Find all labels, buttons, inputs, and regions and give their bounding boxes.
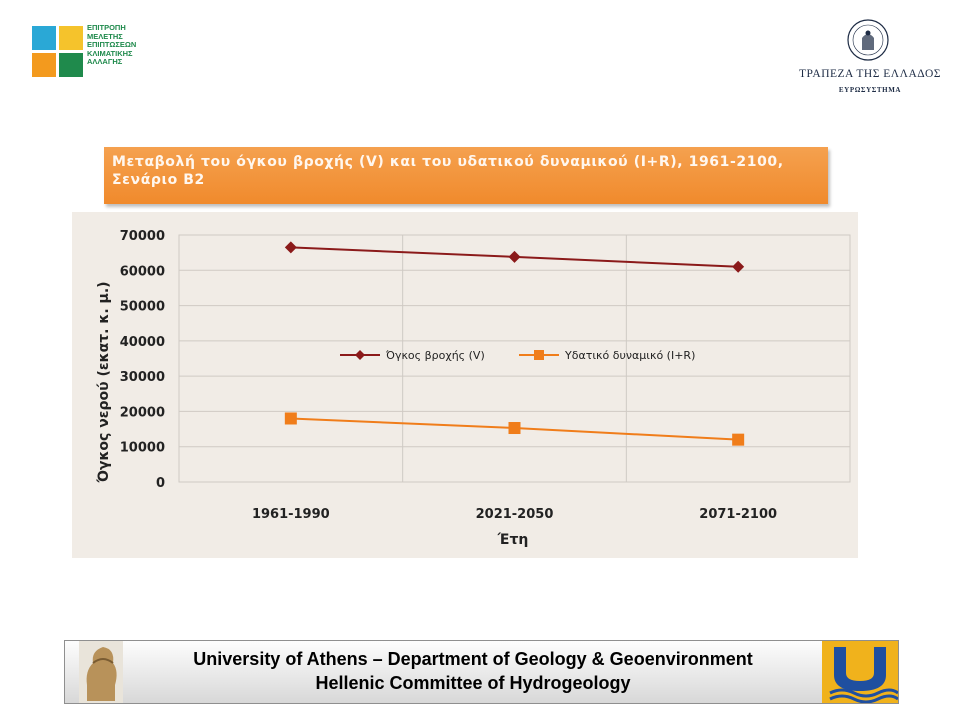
legend-marker-diamond <box>355 350 365 360</box>
footer-banner: University of Athens – Department of Geo… <box>64 640 899 704</box>
x-axis-label: Έτη <box>497 532 529 548</box>
bank-subtitle: ΕΥΡΩΣΥΣΤΗΜΑ <box>838 86 902 94</box>
y-tick-label: 40000 <box>120 335 165 350</box>
chart-title: Μεταβολή του όγκου βροχής (V) και του υδ… <box>112 154 784 188</box>
data-point-diamond <box>732 260 745 273</box>
logo-fire-tile <box>32 53 56 77</box>
committee-logo-line: ΕΠΙΤΡΟΠΗ <box>87 23 126 32</box>
x-axis-ticks: 1961-1990 2021-2050 2071-2100 <box>252 507 777 522</box>
footer-committee: Hellenic Committee of Hydrogeology <box>315 673 631 693</box>
chart-title-band: Μεταβολή του όγκου βροχής (V) και του υδ… <box>104 147 828 204</box>
x-tick-label: 1961-1990 <box>252 507 330 522</box>
logo-sun-tile <box>59 26 83 50</box>
y-tick-label: 20000 <box>120 405 165 420</box>
athena-bust-icon <box>79 641 123 703</box>
legend-marker-square <box>534 350 544 360</box>
chart-legend: Όγκος βροχής (V) Υδατικό δυναμικό (I+R) <box>340 349 695 362</box>
hydrogeology-emblem-icon <box>822 641 898 703</box>
committee-logo-line: ΕΠΙΠΤΩΣΕΩΝ <box>87 40 137 50</box>
y-tick-label: 70000 <box>120 229 165 244</box>
bank-name: ΤΡΑΠΕΖΑ ΤΗΣ ΕΛΛΑΔΟΣ <box>799 68 941 80</box>
chart-grid <box>178 234 851 483</box>
data-point-square <box>732 433 745 446</box>
y-tick-label: 0 <box>156 476 165 491</box>
y-tick-label: 50000 <box>120 300 165 315</box>
logo-water-tile <box>32 26 56 50</box>
committee-logo-line: ΚΛΙΜΑΤΙΚΗΣ <box>87 48 133 58</box>
committee-logo: ΕΠΙΤΡΟΠΗ ΜΕΛΕΤΗΣ ΕΠΙΠΤΩΣΕΩΝ ΚΛΙΜΑΤΙΚΗΣ Α… <box>30 23 150 80</box>
data-point-square <box>284 412 297 425</box>
data-point-diamond <box>284 241 297 254</box>
y-tick-label: 30000 <box>120 370 165 385</box>
data-point-square <box>508 422 521 435</box>
footer-university: University of Athens – Department of Geo… <box>193 649 753 669</box>
y-tick-label: 10000 <box>120 441 165 456</box>
x-tick-label: 2021-2050 <box>476 507 554 522</box>
plot-area-frame <box>178 234 851 483</box>
y-axis-ticks: 0 10000 20000 30000 40000 50000 60000 70000 <box>120 229 165 491</box>
committee-logo-line: ΑΛΛΑΓΗΣ <box>87 57 123 67</box>
logo-leaf-tile <box>59 53 83 77</box>
committee-logo-line: ΜΕΛΕΤΗΣ <box>87 31 123 41</box>
legend-label: Όγκος βροχής (V) <box>385 349 485 362</box>
y-axis-label: Όγκος νερού (εκατ. κ. μ.) <box>96 281 112 483</box>
y-tick-label: 60000 <box>120 264 165 279</box>
chart-series <box>284 241 745 446</box>
scanned-page-background <box>72 212 858 558</box>
bank-logo: ΤΡΑΠΕΖΑ ΤΗΣ ΕΛΛΑΔΟΣ ΕΥΡΩΣΥΣΤΗΜΑ <box>790 18 950 98</box>
data-point-diamond <box>508 250 521 263</box>
bank-seal-icon <box>847 19 889 61</box>
x-tick-label: 2071-2100 <box>699 507 777 522</box>
legend-label: Υδατικό δυναμικό (I+R) <box>564 349 695 362</box>
committee-logo-text: ΕΠΙΤΡΟΠΗ ΜΕΛΕΤΗΣ ΕΠΙΠΤΩΣΕΩΝ ΚΛΙΜΑΤΙΚΗΣ Α… <box>87 23 137 67</box>
line-chart: 0 10000 20000 30000 40000 50000 60000 70000 196… <box>96 229 851 548</box>
